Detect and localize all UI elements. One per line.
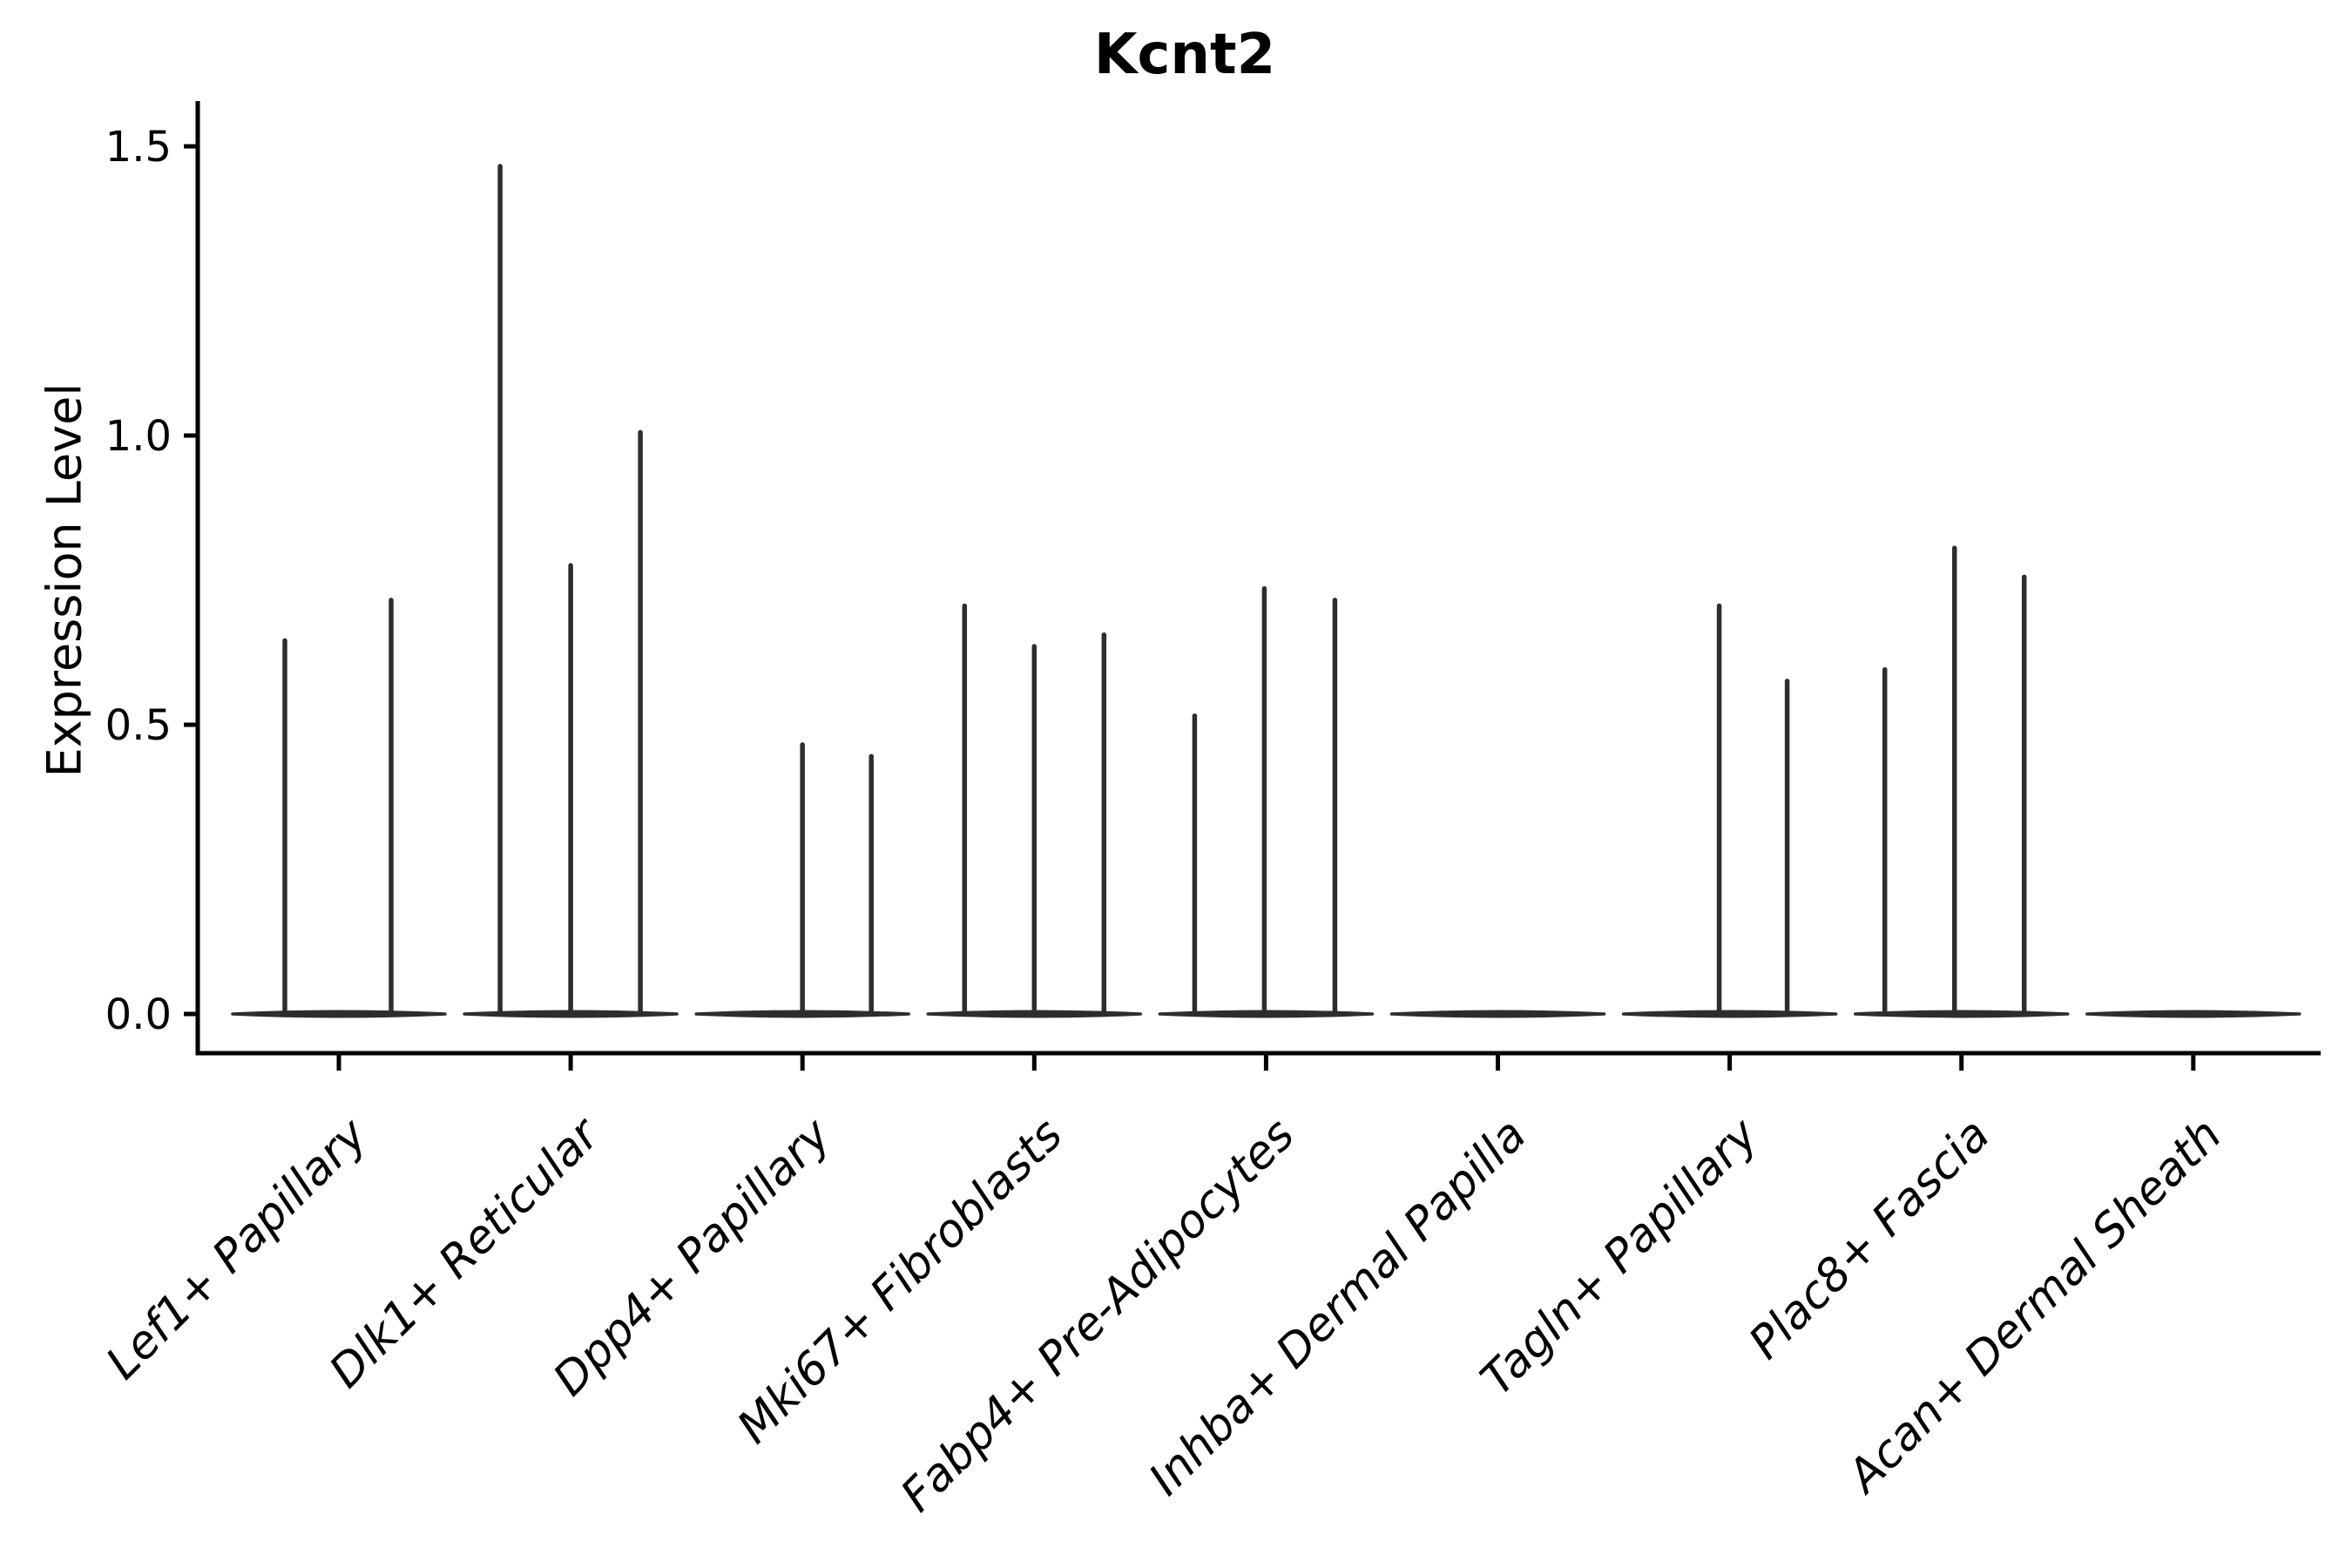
violin-base (231, 1010, 447, 1018)
violin-base (1158, 1010, 1375, 1018)
violin-base (1389, 1010, 1606, 1018)
y-tick-label: 0.5 (105, 701, 172, 750)
y-tick-label: 1.0 (105, 412, 172, 461)
y-tick-label: 1.5 (105, 123, 172, 172)
violin-base (1621, 1010, 1838, 1018)
x-tick-label: Plac8+ Fascia (1740, 1109, 2000, 1369)
x-tick-label: Inhba+ Dermal Papilla (1139, 1109, 1537, 1506)
violin-base (1853, 1010, 2070, 1018)
plot-title: Kcnt2 (1093, 23, 1276, 87)
x-tick-label: Fabp4+ Pre-Adipocytes (891, 1109, 1305, 1523)
y-tick-label: 0.0 (105, 990, 172, 1039)
y-axis-title: Expression Level (37, 382, 92, 778)
violin-base (2085, 1010, 2301, 1018)
x-tick-label: Acan+ Dermal Sheath (1836, 1109, 2232, 1504)
